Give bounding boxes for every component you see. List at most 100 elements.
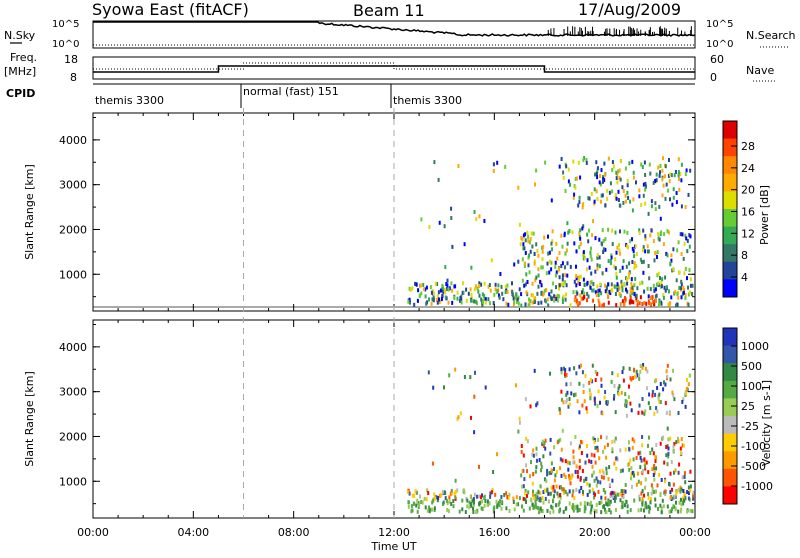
data-mark [474, 370, 476, 375]
data-mark [578, 458, 581, 463]
data-mark [550, 260, 553, 265]
data-mark [647, 249, 649, 254]
data-mark [586, 481, 589, 486]
data-mark [564, 506, 567, 511]
data-mark [570, 476, 573, 480]
data-mark [495, 290, 498, 294]
data-mark [638, 373, 641, 378]
data-mark [410, 504, 413, 509]
data-mark [534, 296, 537, 301]
data-mark [658, 204, 661, 209]
data-mark [672, 449, 675, 454]
data-mark [619, 498, 622, 503]
data-mark [661, 177, 664, 182]
data-mark [564, 475, 567, 479]
data-mark [590, 271, 593, 276]
data-mark [676, 489, 679, 494]
data-mark [597, 288, 600, 293]
data-mark [621, 288, 624, 293]
data-mark [681, 475, 684, 480]
data-mark [409, 300, 411, 305]
data-mark [625, 499, 628, 504]
data-mark [664, 479, 667, 484]
time-axis: 00:00 04:00 08:00 12:00 16:00 20:00 00:00 [77, 526, 711, 539]
data-mark [684, 296, 687, 301]
data-mark [506, 283, 509, 288]
data-mark [498, 293, 500, 298]
data-mark [448, 499, 451, 504]
data-mark [541, 265, 544, 270]
data-mark [543, 235, 546, 240]
data-mark [677, 295, 680, 300]
data-mark [658, 173, 661, 178]
data-mark [620, 390, 623, 395]
data-mark [624, 399, 627, 404]
data-mark [472, 506, 474, 511]
data-mark [688, 373, 691, 378]
data-mark [454, 495, 457, 500]
data-mark [622, 283, 625, 287]
data-mark [653, 466, 656, 471]
data-mark [656, 273, 659, 278]
data-mark [512, 296, 515, 301]
data-mark [549, 451, 552, 456]
data-mark [478, 501, 481, 506]
data-mark [514, 383, 517, 388]
data-mark [550, 198, 553, 203]
data-mark [636, 373, 639, 378]
data-mark [522, 508, 525, 513]
data-mark [679, 232, 682, 237]
data-mark [674, 290, 677, 295]
data-mark [450, 502, 453, 506]
data-mark [431, 500, 434, 505]
data-mark [603, 302, 605, 307]
data-mark [684, 266, 687, 271]
data-mark [555, 469, 558, 474]
data-mark [629, 458, 632, 463]
data-mark [652, 300, 655, 305]
data-mark [534, 182, 536, 187]
data-mark [421, 500, 424, 505]
data-mark [651, 389, 654, 394]
data-mark [529, 404, 532, 409]
data-mark [598, 180, 601, 185]
data-mark [639, 295, 642, 300]
data-mark [536, 291, 539, 296]
data-mark [463, 375, 466, 379]
data-mark [427, 370, 430, 375]
data-mark [524, 491, 527, 496]
data-mark [659, 170, 661, 175]
data-mark [621, 299, 624, 304]
data-mark [434, 496, 437, 501]
data-mark [615, 196, 618, 201]
data-mark [512, 500, 515, 504]
data-mark [594, 445, 597, 450]
data-mark [667, 454, 670, 459]
data-mark [614, 494, 617, 499]
data-mark [630, 476, 632, 481]
data-mark [537, 301, 540, 306]
data-mark [619, 229, 621, 234]
data-mark [603, 161, 606, 166]
nsearch-label: N.Search [746, 29, 796, 42]
data-mark [564, 189, 567, 193]
data-mark [646, 286, 649, 291]
data-mark [619, 492, 622, 497]
data-mark [597, 437, 600, 442]
colorbar-swatch [723, 416, 737, 435]
data-mark [641, 280, 644, 285]
data-mark [471, 298, 474, 303]
data-mark [558, 251, 561, 255]
data-mark [654, 497, 657, 502]
data-mark [518, 222, 521, 227]
data-mark [641, 496, 644, 501]
data-mark [443, 224, 446, 229]
data-mark [680, 279, 683, 284]
data-mark [600, 495, 603, 500]
data-mark [596, 196, 599, 201]
data-mark [592, 298, 595, 303]
data-mark [606, 502, 609, 507]
data-mark [522, 242, 525, 247]
data-mark [592, 436, 595, 441]
data-mark [644, 485, 647, 490]
